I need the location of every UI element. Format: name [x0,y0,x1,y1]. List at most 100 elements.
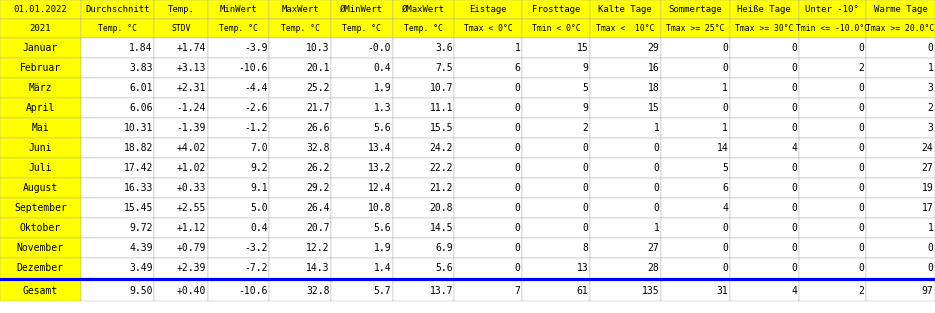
Bar [331,78,393,98]
Bar [0,98,80,118]
Text: 0: 0 [791,123,797,133]
Text: Dezember: Dezember [17,263,64,273]
Text: 9: 9 [583,103,588,113]
Bar [661,58,729,78]
Text: 0: 0 [791,83,797,93]
Bar [154,118,208,138]
Text: Mai: Mai [32,123,50,133]
Text: Eistage: Eistage [469,5,507,14]
Text: 0: 0 [514,243,521,253]
Text: 1: 1 [514,43,521,53]
Text: 15: 15 [577,43,588,53]
Bar [454,98,522,118]
Text: 3: 3 [928,123,933,133]
Bar [522,218,590,238]
Bar [208,178,269,198]
Text: 0: 0 [514,103,521,113]
Text: 27: 27 [648,243,659,253]
Bar [269,281,331,301]
Bar [208,38,269,58]
Bar [269,138,331,158]
Text: +0.40: +0.40 [177,286,206,296]
Bar [798,178,866,198]
Bar [393,118,454,138]
Bar [661,258,729,278]
Text: -3.2: -3.2 [244,243,267,253]
Text: 24.2: 24.2 [429,143,453,153]
Bar [590,0,661,19]
Bar [269,178,331,198]
Text: Temp. °C: Temp. °C [342,24,381,33]
Bar [661,118,729,138]
Bar [866,0,935,19]
Bar [661,0,729,19]
Bar [661,281,729,301]
Text: -1.2: -1.2 [244,123,267,133]
Bar [590,98,661,118]
Bar [393,198,454,218]
Text: 9.50: 9.50 [129,286,152,296]
Text: August: August [22,183,58,193]
Bar [729,178,798,198]
Bar [866,38,935,58]
Bar [0,0,80,19]
Text: Tmax >= 30°C: Tmax >= 30°C [735,24,794,33]
Bar [80,178,154,198]
Bar [729,138,798,158]
Bar [590,238,661,258]
Bar [454,19,522,38]
Bar [661,218,729,238]
Bar [0,278,935,281]
Bar [331,38,393,58]
Text: 0.4: 0.4 [251,223,267,233]
Text: 14.5: 14.5 [429,223,453,233]
Text: 0: 0 [723,223,728,233]
Text: 0: 0 [791,243,797,253]
Bar [80,238,154,258]
Bar [590,138,661,158]
Bar [331,158,393,178]
Bar [331,138,393,158]
Text: 0: 0 [859,123,865,133]
Text: 13.7: 13.7 [429,286,453,296]
Bar [269,58,331,78]
Bar [0,178,80,198]
Text: 0: 0 [859,243,865,253]
Bar [208,158,269,178]
Bar [0,19,80,38]
Text: -10.6: -10.6 [238,286,267,296]
Text: 2: 2 [859,286,865,296]
Text: 1.9: 1.9 [374,83,391,93]
Bar [393,238,454,258]
Text: 0: 0 [859,143,865,153]
Text: 0: 0 [791,103,797,113]
Text: 14: 14 [716,143,728,153]
Text: Gesamt: Gesamt [22,286,58,296]
Bar [454,138,522,158]
Text: MaxWert: MaxWert [281,5,319,14]
Bar [866,198,935,218]
Text: 0: 0 [928,243,933,253]
Bar [80,19,154,38]
Text: Tmax <  10°C: Tmax < 10°C [596,24,654,33]
Text: 5.6: 5.6 [374,123,391,133]
Bar [331,218,393,238]
Text: 6.06: 6.06 [129,103,152,113]
Bar [454,158,522,178]
Text: 0: 0 [514,143,521,153]
Text: 10.7: 10.7 [429,83,453,93]
Bar [661,198,729,218]
Bar [331,238,393,258]
Bar [661,178,729,198]
Bar [729,19,798,38]
Bar [80,0,154,19]
Bar [729,98,798,118]
Bar [208,78,269,98]
Bar [590,38,661,58]
Bar [208,98,269,118]
Bar [798,0,866,19]
Text: Kalte Tage: Kalte Tage [598,5,653,14]
Text: 1: 1 [654,123,659,133]
Bar [269,238,331,258]
Text: 0: 0 [654,203,659,213]
